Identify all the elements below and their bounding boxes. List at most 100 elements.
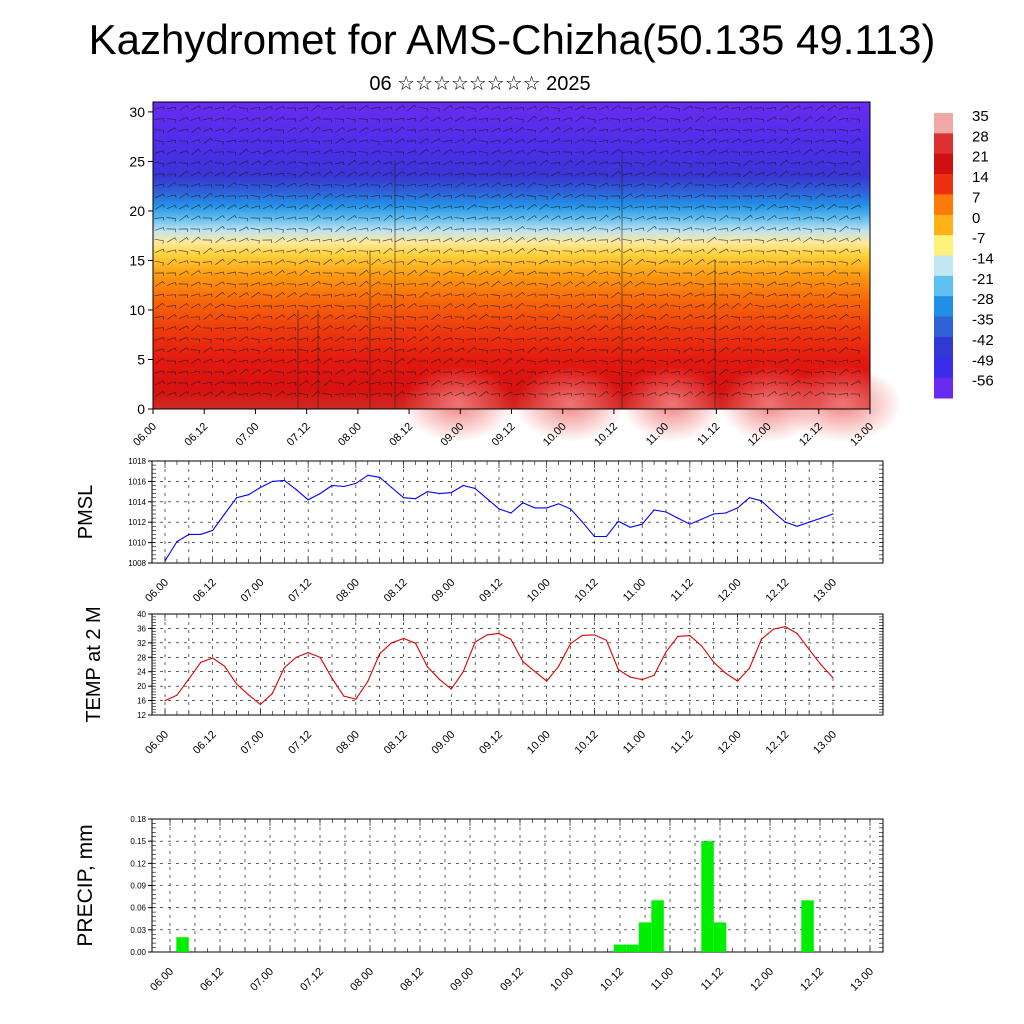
ytick-label: 1014 [128,498,146,507]
series-point [522,661,524,663]
series-point [748,667,751,669]
colorbar-swatch [934,377,953,399]
series-point [498,632,500,635]
series-point [176,541,178,543]
ytick-label: 32 [137,639,146,648]
xtick-label: 10.00 [525,729,553,757]
series-point [713,661,715,663]
series-point [737,507,739,509]
series-point [295,489,297,491]
panel-frame [151,460,884,564]
precip-bar [701,841,714,952]
series-point [832,677,834,679]
xtick-label: 07.00 [248,966,276,994]
xtick-label: 12.00 [716,729,744,757]
series-point [629,526,631,528]
ytick-label: 0.18 [130,815,146,824]
series-point [546,507,548,509]
xtick-label: 09.12 [477,729,505,757]
xtick-label: 12.00 [716,577,744,605]
series-point [462,484,464,487]
series-point [641,679,643,681]
series-point [713,513,715,515]
ytick-label: 1016 [128,477,146,486]
ytick-label: 0.00 [130,948,146,957]
precip-bar [176,937,189,952]
series-point [379,476,381,478]
series-point [546,680,548,682]
series-point [331,677,333,679]
series-point [629,676,631,678]
series-point [486,498,488,500]
xtick-label: 08.00 [348,966,376,994]
series-point [725,512,727,514]
series-point [581,634,584,636]
ytick-label: 24 [137,668,146,677]
series-point [236,497,238,499]
series-point [701,645,703,647]
warm-blob-0 [403,366,513,442]
series-point [236,683,238,685]
series-point [200,661,202,663]
heatmap-ytick-label: 25 [129,153,145,169]
series-point [784,521,786,523]
precip-bar [613,944,627,952]
series-point [212,529,214,532]
series-point [391,486,393,489]
wind-barbs [154,104,861,399]
series-point [558,665,560,667]
ytick-label: 40 [137,610,146,619]
colorbar-label: 28 [972,128,989,145]
series-point [534,670,536,673]
xtick-label: 09.12 [477,577,505,605]
series-point [701,518,703,520]
series-point [164,700,166,702]
series-point [772,511,775,513]
y-axis-title: PRECIP, mm [74,824,97,946]
series-point [247,694,250,696]
xtick-label: 12.12 [763,729,791,757]
colorbar-swatch [934,113,953,134]
series-point [605,639,608,641]
series-point [641,523,643,525]
colorbar-label: -35 [972,312,994,329]
page-subtitle: 06 ☆☆☆☆☆☆☆☆ 2025 [369,73,591,95]
series-point [188,533,190,536]
ytick-label: 0.06 [130,904,146,913]
colorbar-label: 0 [972,210,980,227]
xtick-label: 11.00 [621,577,648,604]
series-point [259,703,261,706]
precip-bar [651,900,664,952]
series-point [319,493,321,495]
colorbar-label: 21 [972,149,989,166]
heatmap-ytick-label: 15 [129,252,145,268]
series-point [570,508,572,510]
series-point [593,535,596,538]
xtick-label: 09.00 [448,966,476,994]
xtick-label: 06.00 [143,577,171,605]
xtick-label: 13.00 [811,729,839,757]
xtick-label: 07.12 [286,729,314,757]
series-point [391,642,393,644]
series-point [820,517,822,519]
colorbar-label: 35 [972,108,989,125]
xtick-label: 10.12 [598,966,626,994]
precip-bar [626,944,639,952]
heatmap-xtick-label: 08.12 [387,421,415,449]
heatmap-xtick-label: 06.00 [131,421,159,449]
series-point [689,635,691,637]
ytick-label: 0.15 [130,837,146,846]
series-point [653,674,655,676]
xtick-label: 09.12 [498,966,526,994]
series-point [450,492,452,494]
series-point [617,520,619,522]
series-point [677,635,679,638]
xtick-label: 09.00 [429,729,457,757]
colorbar-label: -49 [972,352,994,369]
series-point [259,486,261,489]
ytick-label: 0.09 [130,882,146,891]
xtick-label: 06.12 [191,729,219,757]
xtick-label: 08.00 [334,577,362,605]
series-point [772,628,775,630]
xtick-label: 08.00 [334,729,362,757]
